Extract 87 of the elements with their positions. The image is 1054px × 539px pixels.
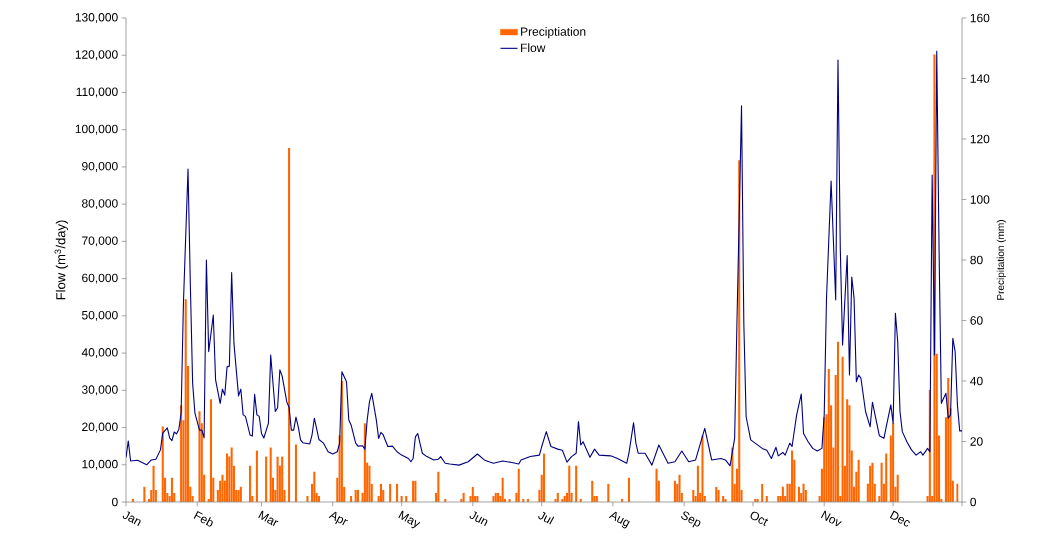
bar <box>161 426 164 502</box>
x-tick-label: May <box>398 510 421 529</box>
y-tick-label: 40,000 <box>81 348 118 359</box>
bar <box>276 456 279 502</box>
y-tick-label: 90,000 <box>82 161 118 172</box>
bar <box>781 486 784 502</box>
bar <box>871 462 874 502</box>
bar <box>885 453 888 502</box>
bar <box>701 435 704 502</box>
y2-axis-title: Precipitation (mm) <box>996 220 1007 300</box>
line-series <box>126 50 963 467</box>
bar <box>892 423 895 502</box>
y2-tick-label: 40 <box>970 376 983 386</box>
bar <box>226 453 229 502</box>
bar <box>170 477 173 502</box>
x-tick-label: Jul <box>538 511 555 525</box>
bar <box>265 456 268 502</box>
y-tick-label: 60,000 <box>82 273 118 284</box>
bar <box>517 468 520 502</box>
y2-tick-label: 160 <box>970 13 990 23</box>
bar <box>288 148 291 502</box>
y-tick-label: 120,000 <box>75 50 118 61</box>
y-axis-title: Flow (m$^{3}$/day) <box>54 220 68 300</box>
bar <box>575 465 578 502</box>
y-tick-label: 30,000 <box>81 385 118 396</box>
y-tick-label: 100,000 <box>75 124 118 135</box>
bar <box>501 477 504 502</box>
bar <box>896 474 899 502</box>
bar <box>542 453 546 502</box>
bar <box>678 474 681 502</box>
bar <box>791 450 794 502</box>
y-tick-label: 10,000 <box>82 459 118 470</box>
y2-tick-label: 100 <box>970 195 990 204</box>
legend-label: Preciptiation <box>521 27 586 39</box>
bar <box>797 486 800 502</box>
bar <box>836 341 840 502</box>
x-tick-label: Mar <box>258 510 279 527</box>
bar <box>313 471 316 502</box>
bar <box>471 486 474 502</box>
x-tick-label: Jun <box>469 511 488 527</box>
x-tick-label: Dec <box>889 510 910 527</box>
bar <box>880 462 883 502</box>
bar <box>281 456 284 502</box>
bar <box>198 411 201 502</box>
x-tick-label: Aug <box>608 511 630 529</box>
legend-label: Flow <box>521 43 546 53</box>
x-tick-label: Jan <box>122 511 141 527</box>
bar <box>368 465 371 502</box>
bar <box>827 368 830 502</box>
bar <box>846 399 849 502</box>
y2-tick-label: 120 <box>970 134 990 144</box>
bar <box>696 465 699 502</box>
x-tick-label: Sep <box>681 511 701 528</box>
y2-tick-label: 80 <box>970 255 983 265</box>
y-tick-label: 80,000 <box>82 199 118 210</box>
y-tick-label: 0 <box>112 497 118 507</box>
bar <box>294 444 297 502</box>
y2-tick-label: 140 <box>970 74 990 83</box>
bar <box>230 447 233 502</box>
x-tick-label: Feb <box>193 510 213 527</box>
bar <box>221 474 224 502</box>
y-tick-label: 70,000 <box>82 236 118 247</box>
y-tick-label: 130,000 <box>75 13 118 23</box>
bar <box>568 465 571 502</box>
bar <box>255 450 258 502</box>
x-tick-label: Apr <box>328 511 348 526</box>
y2-tick-label: 0 <box>970 497 977 507</box>
bar <box>209 399 213 502</box>
y2-tick-label: 20 <box>970 437 983 446</box>
y-tick-label: 20,000 <box>82 422 118 433</box>
y2-tick-label: 60 <box>970 316 983 325</box>
bar <box>655 468 658 502</box>
bar <box>437 471 440 502</box>
bar <box>249 465 252 502</box>
x-tick-label: Oct <box>750 511 769 527</box>
y-tick-label: 50,000 <box>81 310 118 321</box>
bar <box>152 465 155 502</box>
x-tick-label: Nov <box>820 510 842 527</box>
bar <box>869 465 872 502</box>
bar <box>184 299 187 502</box>
bar <box>627 477 631 502</box>
bar <box>591 480 594 502</box>
bar <box>269 447 272 502</box>
bar <box>857 459 860 502</box>
bar <box>841 356 844 502</box>
bar <box>143 486 146 502</box>
y-tick-label: 110,000 <box>76 87 118 98</box>
